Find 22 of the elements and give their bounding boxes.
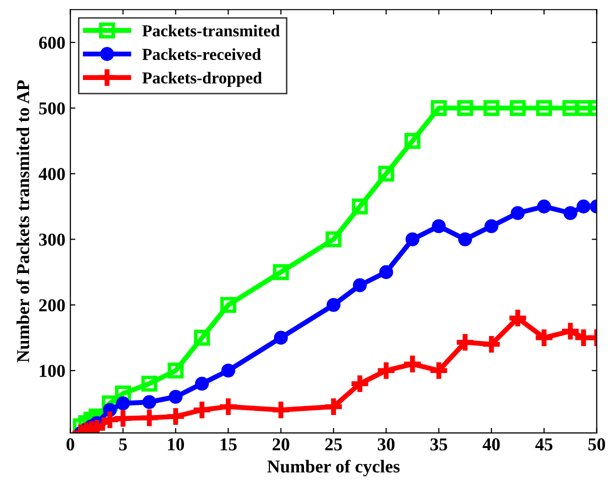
x-tick-label: 40 [482, 438, 500, 450]
x-tick-label: 45 [535, 438, 552, 450]
x-tick-label: 15 [220, 438, 237, 450]
y-tick-label: 600 [39, 36, 65, 49]
y-tick-label: 200 [39, 299, 65, 312]
x-tick-label: 20 [272, 438, 290, 450]
x-tick-label: 35 [430, 438, 448, 450]
x-tick-label: 50 [588, 438, 606, 450]
y-tick-label: 500 [39, 102, 65, 114]
y-tick-label: 100 [40, 364, 65, 377]
x-tick-label: 25 [325, 438, 342, 450]
x-tick-label: 0 [66, 438, 74, 450]
x-tick-label: 30 [378, 438, 395, 450]
x-tick-label: 5 [119, 438, 127, 450]
y-tick-label: 300 [39, 234, 65, 246]
y-axis-title: Number of Packets transmited to AP [16, 80, 30, 362]
x-axis-title: Number of cycles [267, 460, 400, 476]
x-tick-label: 10 [168, 438, 184, 450]
legend-label: Packets-transmited [142, 24, 280, 36]
legend-label: Packets-dropped [142, 72, 262, 87]
y-tick-label: 400 [38, 168, 65, 180]
legend-label: Packets-received [142, 48, 261, 60]
